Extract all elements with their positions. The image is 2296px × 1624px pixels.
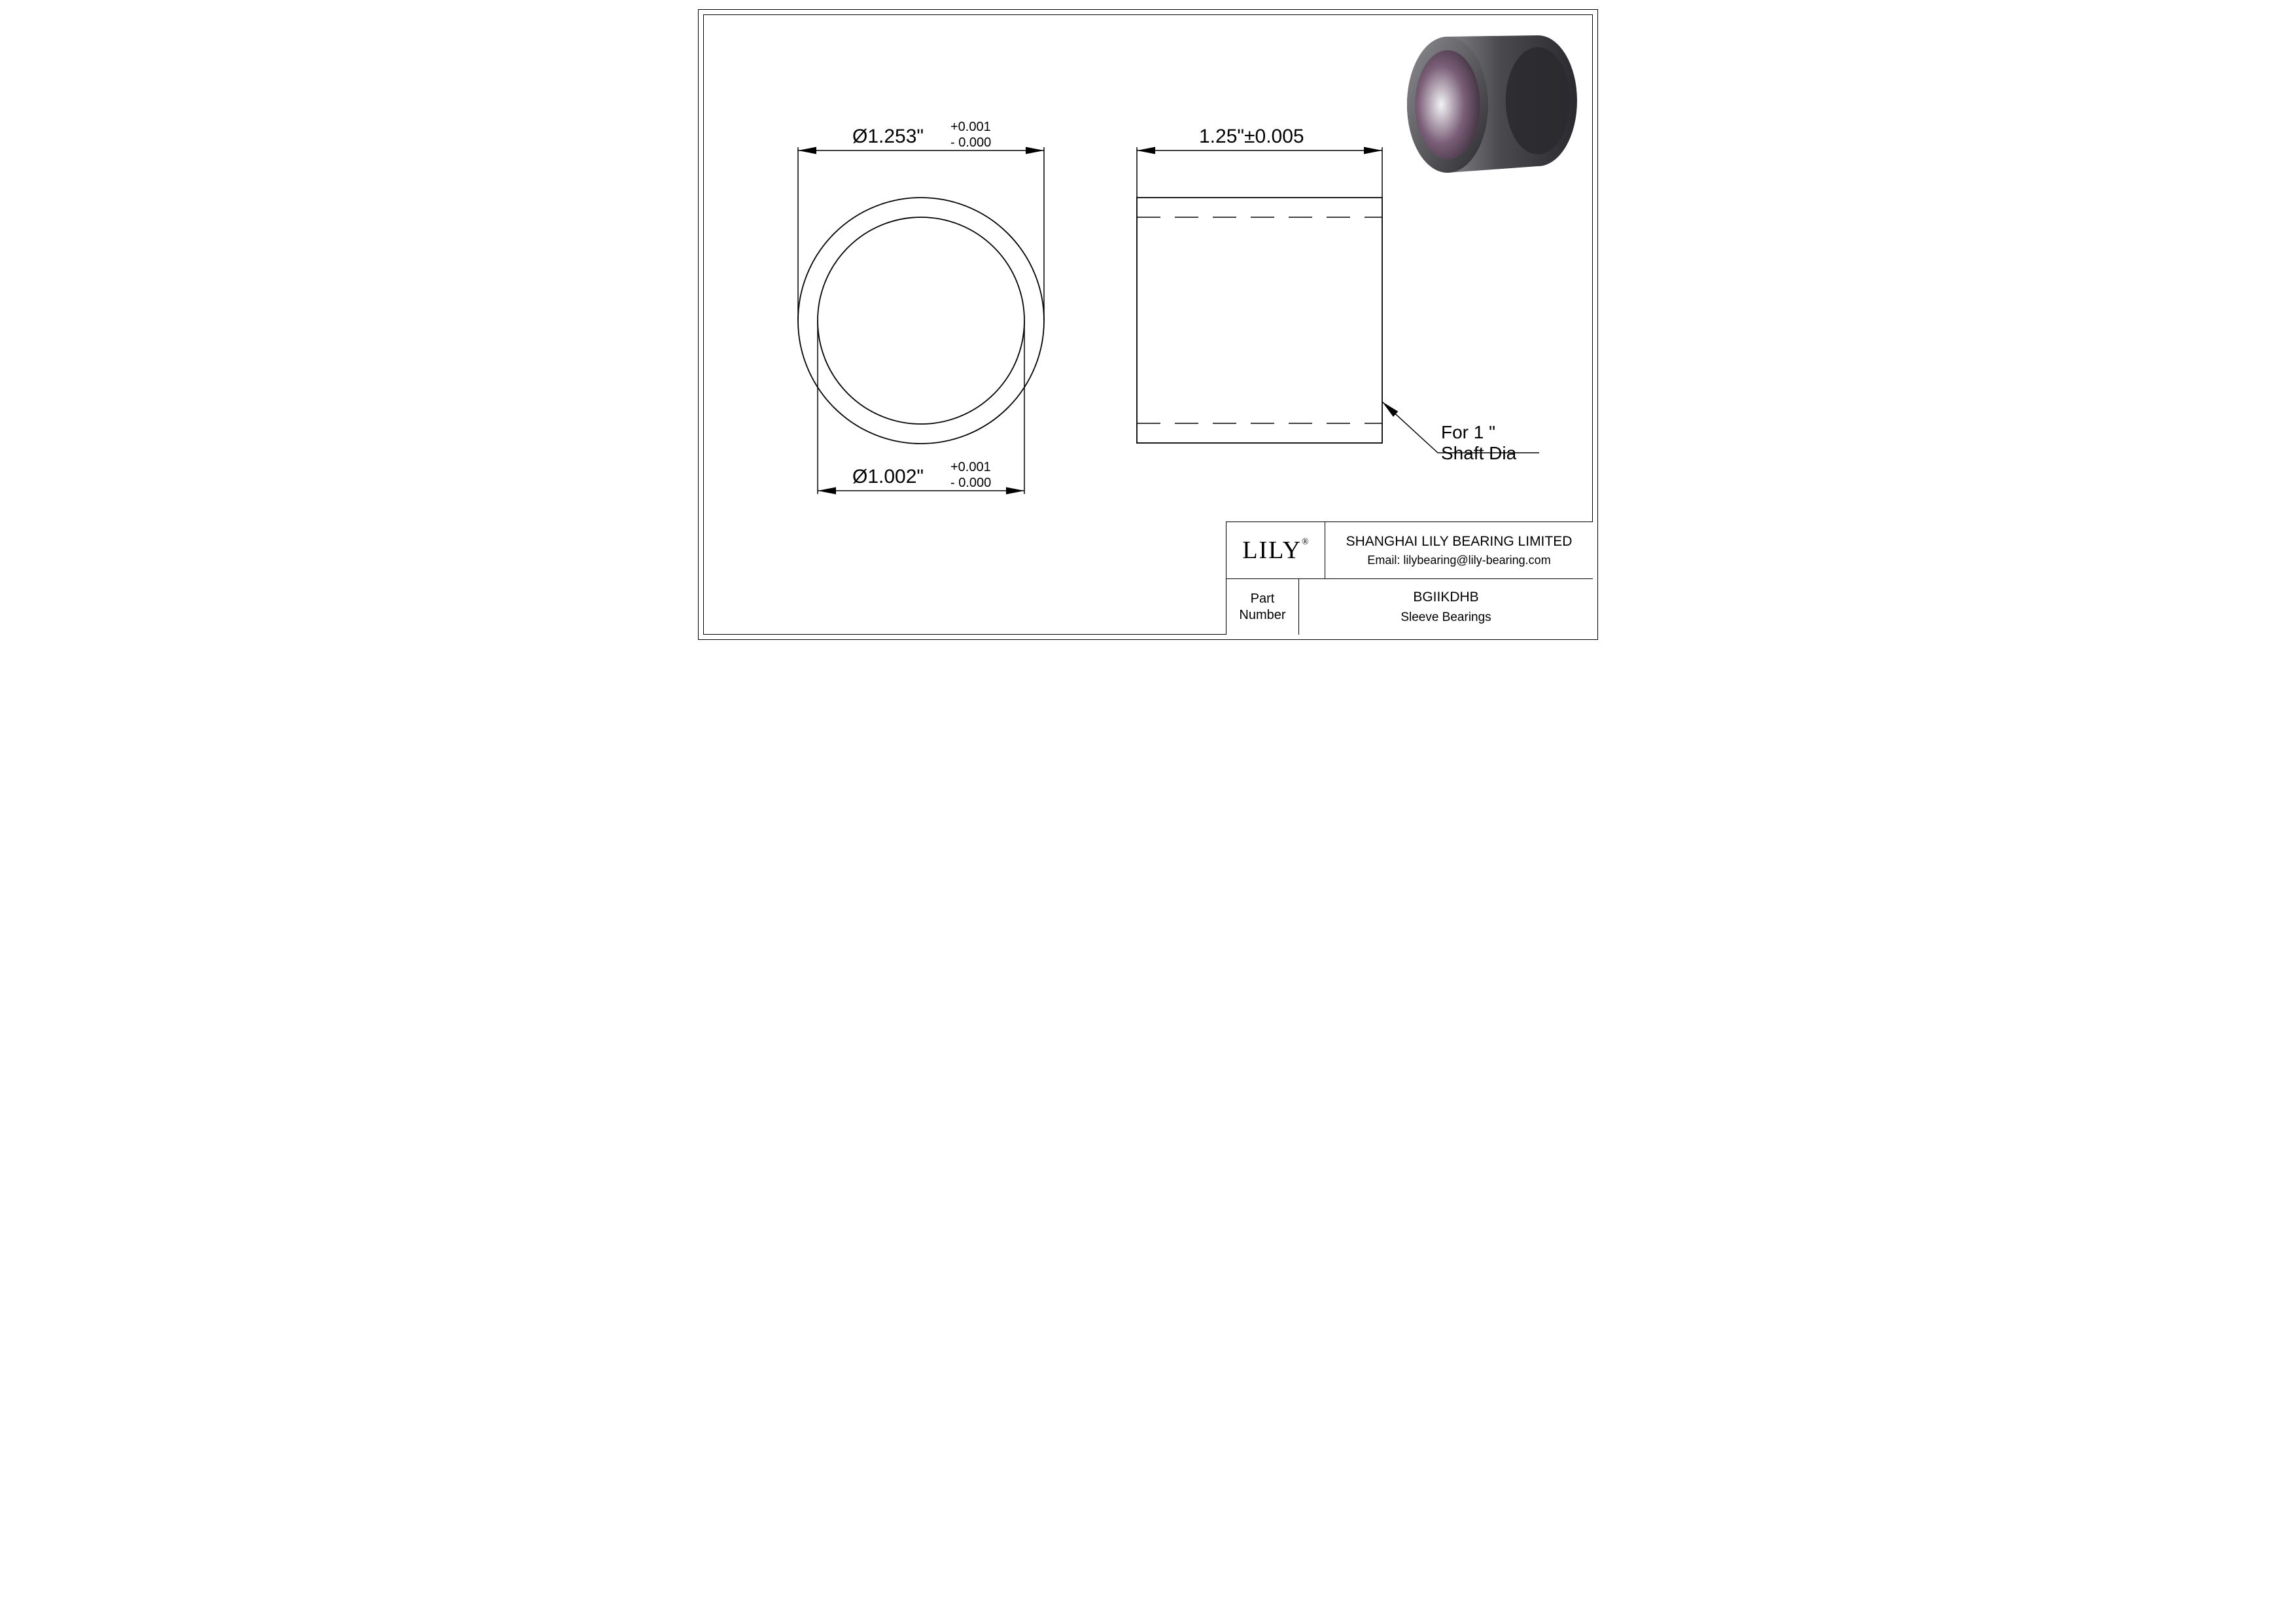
company-cell: SHANGHAI LILY BEARING LIMITED Email: lil… [1325, 522, 1593, 578]
part-number: BGIIKDHB [1413, 590, 1478, 605]
shaft-note-line1: For 1 " [1441, 422, 1495, 442]
pn-label-cell: Part Number [1226, 579, 1298, 635]
title-block: LILY® SHANGHAI LILY BEARING LIMITED Emai… [1226, 521, 1593, 635]
leader-shaft-note: For 1 " Shaft Dia [1382, 402, 1539, 463]
cylinder-bore [1415, 50, 1480, 159]
shaft-note-line2: Shaft Dia [1441, 443, 1517, 463]
cylinder-back-face [1506, 47, 1570, 154]
logo-registered-mark: ® [1302, 537, 1309, 547]
pn-label-line1: Part [1251, 591, 1275, 607]
logo-text: LILY [1242, 537, 1302, 564]
pn-value-cell: BGIIKDHB Sleeve Bearings [1298, 579, 1593, 635]
sleeve-outline [1137, 198, 1382, 443]
pn-label-line2: Number [1239, 607, 1285, 624]
dim-length: 1.25"±0.005 [1137, 126, 1382, 198]
logo-cell: LILY® [1226, 522, 1325, 578]
company-name: SHANGHAI LILY BEARING LIMITED [1346, 534, 1573, 550]
dim-length-value: 1.25"±0.005 [1199, 126, 1304, 147]
part-description: Sleeve Bearings [1400, 610, 1491, 625]
company-email: Email: lilybearing@lily-bearing.com [1367, 554, 1550, 567]
drawing-sheet: Ø1.253" +0.001 - 0.000 Ø1.002" +0.001 - … [689, 0, 1607, 649]
isometric-render [1397, 27, 1580, 178]
